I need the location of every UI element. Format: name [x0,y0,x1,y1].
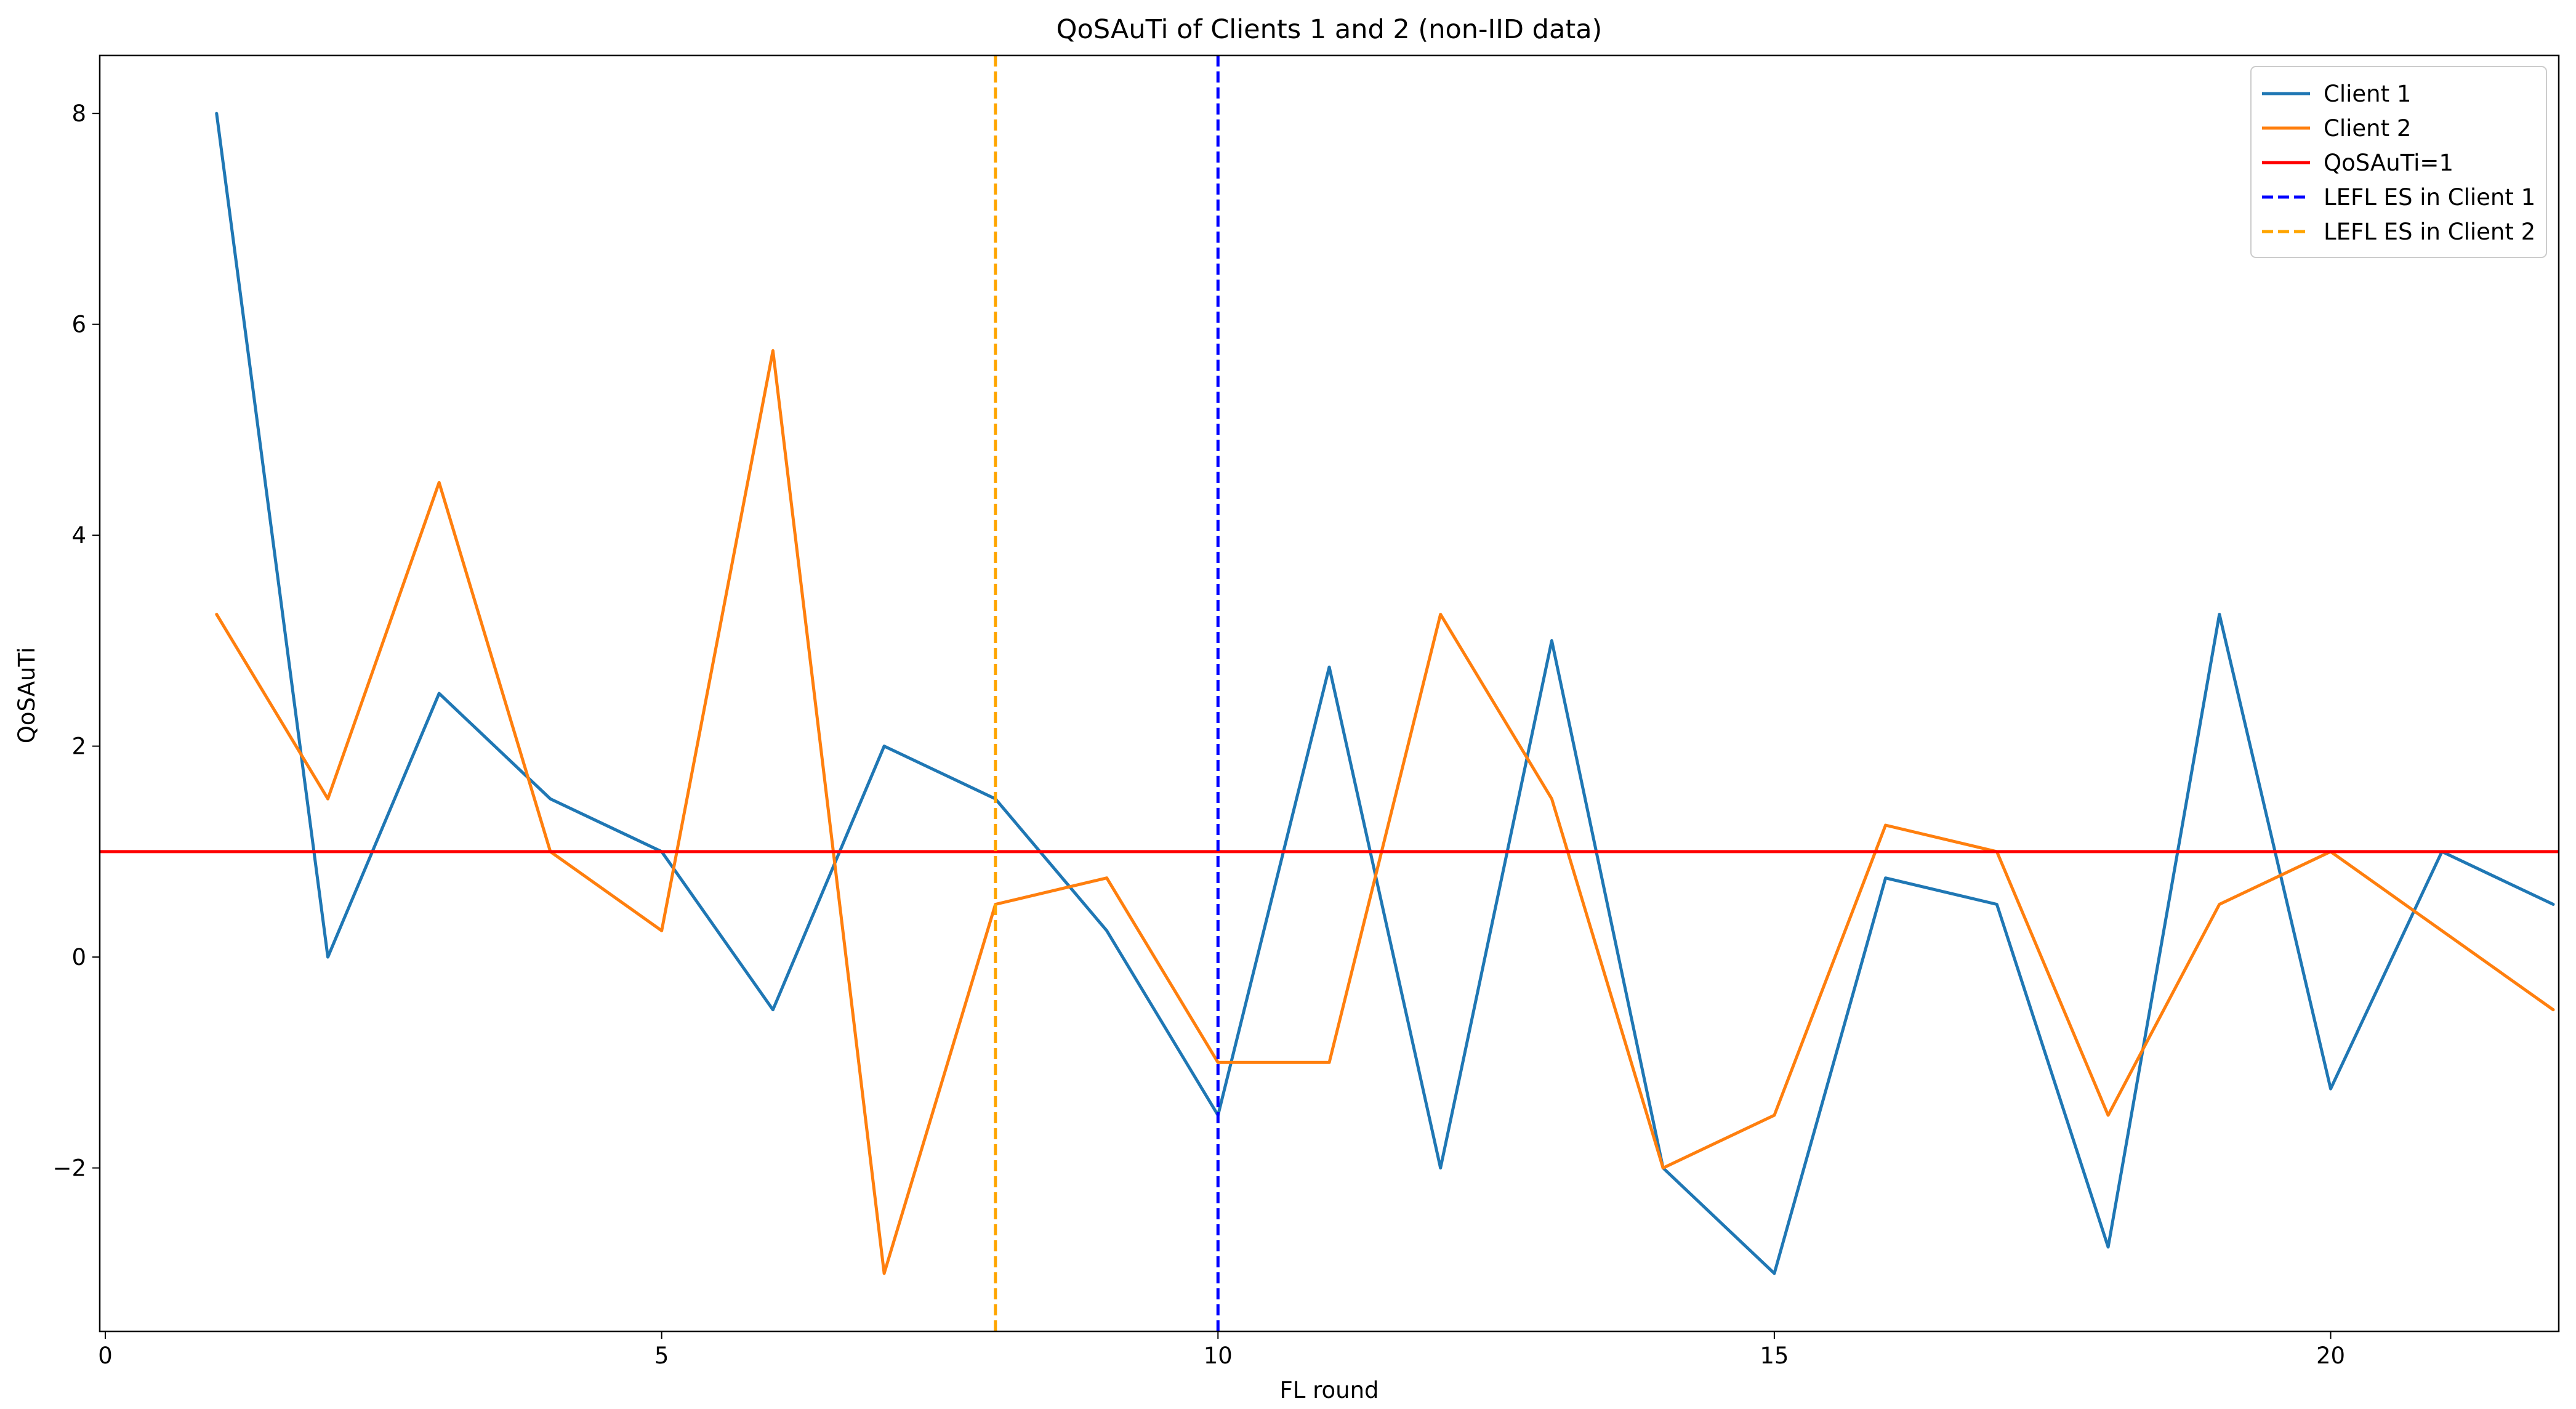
y-tick-label: 2 [71,733,86,760]
x-axis-label: FL round [1279,1377,1379,1403]
plot-area: 0 5 10 15 20 −2 0 2 4 6 8 [52,54,2560,1369]
data-layer [100,55,2559,1331]
y-tick-label: 0 [71,944,86,971]
chart-title: QoSAuTi of Clients 1 and 2 (non-IID data… [1057,14,1603,45]
x-tick-label: 20 [2316,1342,2345,1369]
x-tick-label: 0 [98,1342,113,1369]
legend-box [2250,66,2547,258]
x-tick-label: 15 [1760,1342,1789,1369]
legend: Client 1 Client 2 QoSAuTi=1 LEFL ES in Clie… [2250,66,2547,258]
x-tick-label: 5 [654,1342,669,1369]
y-tick-label: 8 [71,100,86,127]
axes-frame [99,54,2560,1333]
legend-label-4: LEFL ES in Client 1 [2324,184,2535,211]
y-axis-label: QoSAuTi [14,647,40,743]
y-tick-label: 6 [71,312,86,338]
y-tick-label: 4 [71,522,86,549]
series-line-2 [215,349,2555,1275]
legend-label-3: QoSAuTi=1 [2324,150,2453,176]
series-line-1 [215,111,2555,1275]
y-tick-label: −2 [52,1155,86,1182]
legend-label-1: Client 1 [2324,81,2411,107]
legend-label-5: LEFL ES in Client 2 [2324,219,2535,245]
legend-label-2: Client 2 [2324,115,2411,142]
x-tick-label: 10 [1204,1342,1233,1369]
